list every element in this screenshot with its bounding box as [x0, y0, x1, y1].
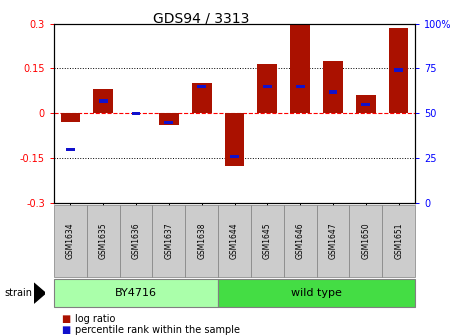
- Bar: [66, 148, 75, 151]
- Bar: [159, 114, 179, 125]
- Bar: [323, 61, 343, 114]
- Bar: [132, 112, 140, 115]
- Text: ■: ■: [61, 325, 70, 335]
- Text: percentile rank within the sample: percentile rank within the sample: [75, 325, 240, 335]
- Text: GSM1650: GSM1650: [361, 223, 371, 259]
- Text: GSM1635: GSM1635: [98, 223, 108, 259]
- Bar: [329, 90, 337, 94]
- Text: strain: strain: [5, 288, 33, 298]
- Bar: [389, 28, 408, 114]
- Polygon shape: [34, 283, 45, 303]
- Bar: [230, 155, 239, 158]
- Text: GSM1651: GSM1651: [394, 223, 403, 259]
- Bar: [296, 85, 304, 88]
- Bar: [165, 121, 173, 124]
- Bar: [99, 99, 107, 102]
- Text: GSM1638: GSM1638: [197, 223, 206, 259]
- Bar: [197, 85, 206, 88]
- Bar: [263, 85, 272, 88]
- Bar: [290, 25, 310, 114]
- Text: GSM1646: GSM1646: [295, 223, 305, 259]
- Bar: [362, 102, 370, 106]
- Text: GSM1647: GSM1647: [328, 223, 338, 259]
- Bar: [394, 69, 403, 72]
- Text: ■: ■: [61, 313, 70, 324]
- Bar: [93, 89, 113, 114]
- Text: BY4716: BY4716: [115, 288, 157, 298]
- Text: GSM1644: GSM1644: [230, 223, 239, 259]
- Bar: [61, 114, 80, 122]
- Bar: [225, 114, 244, 166]
- Text: GSM1645: GSM1645: [263, 223, 272, 259]
- Bar: [356, 95, 376, 114]
- Text: GSM1634: GSM1634: [66, 223, 75, 259]
- Text: GDS94 / 3313: GDS94 / 3313: [153, 12, 250, 26]
- Text: log ratio: log ratio: [75, 313, 115, 324]
- Text: wild type: wild type: [291, 288, 342, 298]
- Bar: [192, 83, 212, 114]
- Text: GSM1636: GSM1636: [131, 223, 141, 259]
- Bar: [257, 64, 277, 114]
- Text: GSM1637: GSM1637: [164, 223, 174, 259]
